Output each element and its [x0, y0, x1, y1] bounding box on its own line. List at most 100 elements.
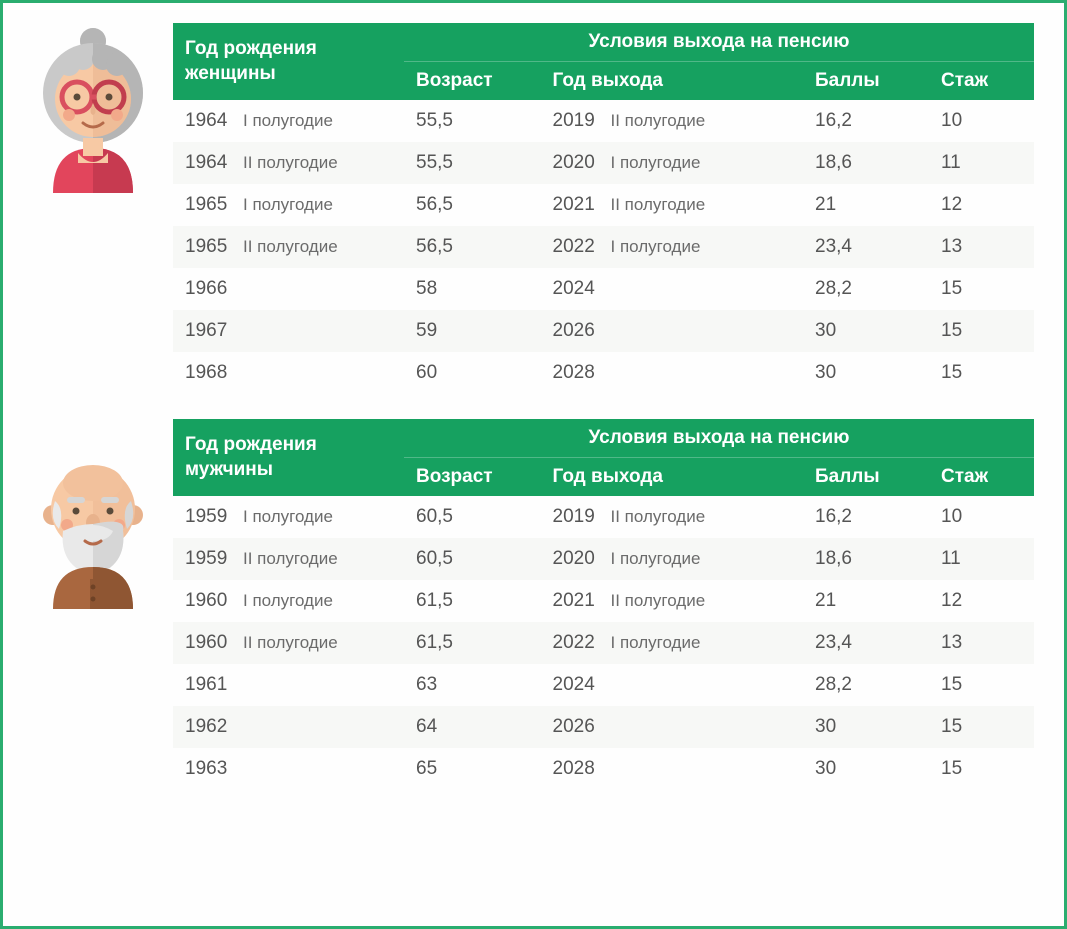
- cell-points: 18,6: [803, 538, 929, 580]
- cell-age: 55,5: [404, 100, 541, 142]
- table-row: 19686020283015: [173, 352, 1034, 394]
- cell-out-year: 2022I полугодие: [541, 226, 804, 268]
- cell-out-year: 2022I полугодие: [541, 622, 804, 664]
- table-men: Год рождения мужчины Условия выхода на п…: [173, 419, 1034, 790]
- cell-out-year: 2020I полугодие: [541, 538, 804, 580]
- cell-birth-year: 1966: [173, 268, 404, 310]
- cell-birth-year: 1964II полугодие: [173, 142, 404, 184]
- avatar-col-men: [23, 419, 173, 614]
- cell-stazh: 13: [929, 622, 1034, 664]
- col-points: Баллы: [803, 62, 929, 101]
- cell-age: 60: [404, 352, 541, 394]
- table-row: 1965I полугодие56,52021II полугодие2112: [173, 184, 1034, 226]
- cell-out-year: 2019II полугодие: [541, 496, 804, 538]
- col-group: Условия выхода на пенсию: [404, 419, 1034, 458]
- cell-out-year: 2028: [541, 352, 804, 394]
- cell-birth-year: 1963: [173, 748, 404, 790]
- cell-birth-year: 1965II полугодие: [173, 226, 404, 268]
- tbody-men: 1959I полугодие60,52019II полугодие16,21…: [173, 496, 1034, 790]
- cell-out-year: 2028: [541, 748, 804, 790]
- cell-age: 55,5: [404, 142, 541, 184]
- avatar-col-women: [23, 23, 173, 198]
- cell-age: 60,5: [404, 538, 541, 580]
- cell-stazh: 13: [929, 226, 1034, 268]
- cell-age: 61,5: [404, 580, 541, 622]
- cell-out-year: 2019II полугодие: [541, 100, 804, 142]
- cell-points: 23,4: [803, 622, 929, 664]
- cell-points: 30: [803, 310, 929, 352]
- cell-age: 64: [404, 706, 541, 748]
- cell-points: 30: [803, 748, 929, 790]
- cell-birth-year: 1960I полугодие: [173, 580, 404, 622]
- table-row: 19675920263015: [173, 310, 1034, 352]
- cell-points: 16,2: [803, 496, 929, 538]
- cell-stazh: 10: [929, 100, 1034, 142]
- table-row: 1960II полугодие61,52022I полугодие23,41…: [173, 622, 1034, 664]
- cell-stazh: 11: [929, 538, 1034, 580]
- cell-out-year: 2026: [541, 706, 804, 748]
- grandpa-icon: [23, 439, 163, 609]
- cell-age: 63: [404, 664, 541, 706]
- table-row: 19636520283015: [173, 748, 1034, 790]
- col-stazh: Стаж: [929, 62, 1034, 101]
- cell-out-year: 2026: [541, 310, 804, 352]
- col-age: Возраст: [404, 458, 541, 497]
- cell-stazh: 15: [929, 268, 1034, 310]
- col-stazh: Стаж: [929, 458, 1034, 497]
- table-row: 1964II полугодие55,52020I полугодие18,61…: [173, 142, 1034, 184]
- col-year: Год выхода: [541, 62, 804, 101]
- cell-birth-year: 1960II полугодие: [173, 622, 404, 664]
- cell-stazh: 15: [929, 748, 1034, 790]
- cell-points: 16,2: [803, 100, 929, 142]
- col-year: Год выхода: [541, 458, 804, 497]
- cell-out-year: 2024: [541, 664, 804, 706]
- table-row: 19626420263015: [173, 706, 1034, 748]
- cell-birth-year: 1968: [173, 352, 404, 394]
- cell-birth-year: 1961: [173, 664, 404, 706]
- table-women: Год рождения женщины Условия выхода на п…: [173, 23, 1034, 394]
- cell-stazh: 12: [929, 184, 1034, 226]
- cell-stazh: 12: [929, 580, 1034, 622]
- cell-points: 30: [803, 352, 929, 394]
- infographic-frame: Год рождения женщины Условия выхода на п…: [0, 0, 1067, 929]
- cell-age: 56,5: [404, 226, 541, 268]
- table-row: 1959II полугодие60,52020I полугодие18,61…: [173, 538, 1034, 580]
- cell-points: 21: [803, 580, 929, 622]
- col-points: Баллы: [803, 458, 929, 497]
- cell-points: 30: [803, 706, 929, 748]
- cell-points: 23,4: [803, 226, 929, 268]
- cell-birth-year: 1964I полугодие: [173, 100, 404, 142]
- table-row: 1965II полугодие56,52022I полугодие23,41…: [173, 226, 1034, 268]
- table-row: 1964I полугодие55,52019II полугодие16,21…: [173, 100, 1034, 142]
- cell-age: 58: [404, 268, 541, 310]
- pension-table-women: Год рождения женщины Условия выхода на п…: [173, 23, 1034, 394]
- cell-birth-year: 1959I полугодие: [173, 496, 404, 538]
- tbody-women: 1964I полугодие55,52019II полугодие16,21…: [173, 100, 1034, 394]
- table-row: 196163202428,215: [173, 664, 1034, 706]
- cell-birth-year: 1959II полугодие: [173, 538, 404, 580]
- col-group: Условия выхода на пенсию: [404, 23, 1034, 62]
- cell-birth-year: 1965I полугодие: [173, 184, 404, 226]
- cell-stazh: 15: [929, 664, 1034, 706]
- cell-age: 60,5: [404, 496, 541, 538]
- cell-out-year: 2021II полугодие: [541, 580, 804, 622]
- cell-stazh: 15: [929, 352, 1034, 394]
- col-birth-year: Год рождения мужчины: [173, 419, 404, 496]
- cell-stazh: 15: [929, 706, 1034, 748]
- cell-stazh: 11: [929, 142, 1034, 184]
- cell-age: 59: [404, 310, 541, 352]
- cell-points: 18,6: [803, 142, 929, 184]
- cell-age: 61,5: [404, 622, 541, 664]
- col-age: Возраст: [404, 62, 541, 101]
- cell-points: 21: [803, 184, 929, 226]
- cell-out-year: 2020I полугодие: [541, 142, 804, 184]
- cell-birth-year: 1967: [173, 310, 404, 352]
- col-birth-year: Год рождения женщины: [173, 23, 404, 100]
- cell-out-year: 2024: [541, 268, 804, 310]
- cell-birth-year: 1962: [173, 706, 404, 748]
- section-women: Год рождения женщины Условия выхода на п…: [23, 23, 1034, 394]
- pension-table-men: Год рождения мужчины Условия выхода на п…: [173, 419, 1034, 790]
- cell-age: 65: [404, 748, 541, 790]
- cell-age: 56,5: [404, 184, 541, 226]
- grandma-icon: [23, 23, 163, 193]
